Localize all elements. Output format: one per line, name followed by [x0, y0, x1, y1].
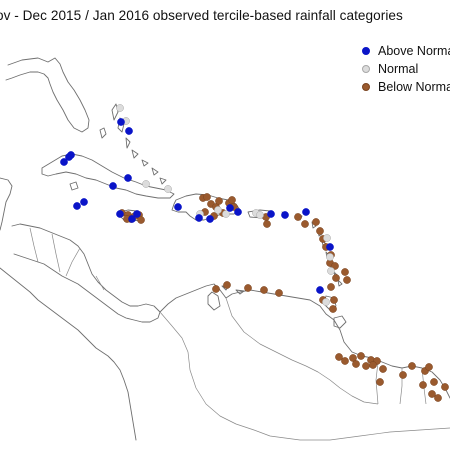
- below-normal-station-marker: [294, 213, 302, 221]
- below-normal-station-marker: [330, 296, 338, 304]
- below-normal-station-marker: [376, 378, 384, 386]
- pacific-coast: [0, 267, 137, 441]
- below-normal-station-marker: [203, 193, 211, 201]
- normal-station-marker: [164, 185, 172, 193]
- bahamas-coast: [99, 103, 167, 185]
- above-normal-station-marker: [226, 204, 234, 212]
- cuba-coast: [41, 153, 175, 199]
- below-normal-station-marker: [260, 286, 268, 294]
- below-normal-stations: [118, 193, 449, 402]
- legend-label-above-normal: Above Normal: [378, 44, 450, 58]
- above-normal-station-marker: [133, 210, 141, 218]
- below-normal-station-marker: [352, 360, 360, 368]
- below-normal-station-marker: [369, 361, 377, 369]
- below-normal-station-marker: [244, 284, 252, 292]
- above-normal-station-marker: [267, 210, 275, 218]
- normal-station-marker: [326, 253, 334, 261]
- above-normal-station-marker: [234, 208, 242, 216]
- country-borders: [29, 227, 450, 441]
- below-normal-station-marker: [362, 362, 370, 370]
- above-normal-station-marker: [60, 158, 68, 166]
- above-normal-marker-icon: [362, 47, 370, 55]
- legend-label-normal: Normal: [378, 62, 419, 76]
- above-normal-station-marker: [124, 174, 132, 182]
- normal-station-marker: [214, 206, 222, 214]
- normal-station-marker: [142, 180, 150, 188]
- below-normal-station-marker: [223, 281, 231, 289]
- above-normal-station-marker: [125, 127, 133, 135]
- below-normal-station-marker: [357, 352, 365, 360]
- below-normal-station-marker: [137, 216, 145, 224]
- below-normal-station-marker: [327, 283, 335, 291]
- normal-station-marker: [323, 234, 331, 242]
- above-normal-station-marker: [281, 211, 289, 219]
- below-normal-station-marker: [343, 276, 351, 284]
- south-america-north-coast: [159, 283, 450, 399]
- yucatan-coast: [0, 177, 13, 231]
- below-normal-station-marker: [341, 268, 349, 276]
- normal-station-marker: [256, 211, 264, 219]
- below-normal-station-marker: [215, 197, 223, 205]
- map-title: ov - Dec 2015 / Jan 2016 observed tercil…: [0, 8, 403, 23]
- below-normal-station-marker: [331, 262, 339, 270]
- florida-coast: [5, 57, 90, 133]
- below-normal-station-marker: [312, 218, 320, 226]
- below-normal-station-marker: [335, 353, 343, 361]
- isle-of-youth-coast: [69, 181, 79, 191]
- below-normal-station-marker: [408, 362, 416, 370]
- normal-stations: [116, 104, 335, 306]
- normal-station-marker: [322, 298, 330, 306]
- above-normal-station-marker: [302, 208, 310, 216]
- below-normal-station-marker: [332, 274, 340, 282]
- below-normal-station-marker: [399, 371, 407, 379]
- below-normal-station-marker: [263, 220, 271, 228]
- below-normal-station-marker: [301, 220, 309, 228]
- above-normal-station-marker: [195, 214, 203, 222]
- below-normal-station-marker: [419, 381, 427, 389]
- below-normal-station-marker: [430, 378, 438, 386]
- above-normal-station-marker: [174, 203, 182, 211]
- trinidad-coast: [333, 315, 347, 329]
- above-normal-station-marker: [109, 182, 117, 190]
- above-normal-stations: [60, 118, 334, 294]
- above-normal-station-marker: [116, 210, 124, 218]
- below-normal-station-marker: [275, 289, 283, 297]
- above-normal-station-marker: [67, 151, 75, 159]
- below-normal-station-marker: [341, 357, 349, 365]
- normal-station-marker: [116, 104, 124, 112]
- normal-station-marker: [327, 267, 335, 275]
- lake-maracaibo-coast: [207, 291, 221, 311]
- normal-marker-icon: [362, 65, 370, 73]
- above-normal-station-marker: [316, 286, 324, 294]
- above-normal-station-marker: [117, 118, 125, 126]
- legend-label-below-normal: Below Normal: [378, 80, 450, 94]
- below-normal-station-marker: [316, 227, 324, 235]
- border-lines: [29, 227, 450, 441]
- below-normal-station-marker: [379, 365, 387, 373]
- below-normal-station-marker: [434, 394, 442, 402]
- above-normal-station-marker: [80, 198, 88, 206]
- above-normal-station-marker: [128, 215, 136, 223]
- below-normal-station-marker: [228, 196, 236, 204]
- central-america-coast: [11, 223, 161, 323]
- normal-station-marker: [222, 210, 230, 218]
- above-normal-station-marker: [73, 202, 81, 210]
- above-normal-station-marker: [206, 215, 214, 223]
- below-normal-station-marker: [329, 305, 337, 313]
- below-normal-station-marker: [212, 285, 220, 293]
- below-normal-station-marker: [428, 390, 436, 398]
- above-normal-station-marker: [326, 243, 334, 251]
- below-normal-station-marker: [425, 363, 433, 371]
- below-normal-station-marker: [441, 383, 449, 391]
- below-normal-marker-icon: [362, 83, 370, 91]
